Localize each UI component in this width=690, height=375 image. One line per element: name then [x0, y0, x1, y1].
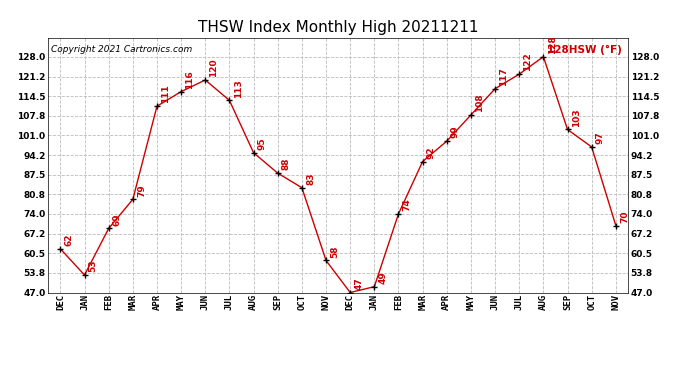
Text: 111: 111 [161, 85, 170, 104]
Text: 49: 49 [379, 271, 388, 284]
Text: 83: 83 [306, 172, 315, 185]
Text: 88: 88 [282, 158, 291, 170]
Text: 120: 120 [210, 58, 219, 77]
Text: 70: 70 [620, 210, 629, 223]
Text: 95: 95 [258, 137, 267, 150]
Text: 128: 128 [548, 35, 557, 54]
Text: Copyright 2021 Cartronics.com: Copyright 2021 Cartronics.com [51, 45, 193, 54]
Text: 97: 97 [596, 131, 605, 144]
Text: 99: 99 [451, 126, 460, 138]
Text: 108: 108 [475, 93, 484, 112]
Text: 74: 74 [403, 198, 412, 211]
Text: 128HSW (°F): 128HSW (°F) [547, 45, 622, 55]
Text: 117: 117 [500, 67, 509, 86]
Text: 103: 103 [572, 108, 581, 127]
Text: 113: 113 [234, 79, 243, 98]
Text: 92: 92 [427, 146, 436, 159]
Text: 79: 79 [137, 184, 146, 196]
Text: 62: 62 [65, 234, 74, 246]
Text: 116: 116 [186, 70, 195, 89]
Text: 47: 47 [355, 277, 364, 290]
Text: 69: 69 [113, 213, 122, 226]
Text: 58: 58 [331, 245, 339, 258]
Title: THSW Index Monthly High 20211211: THSW Index Monthly High 20211211 [198, 20, 478, 35]
Text: 122: 122 [524, 53, 533, 71]
Text: 53: 53 [89, 260, 98, 272]
